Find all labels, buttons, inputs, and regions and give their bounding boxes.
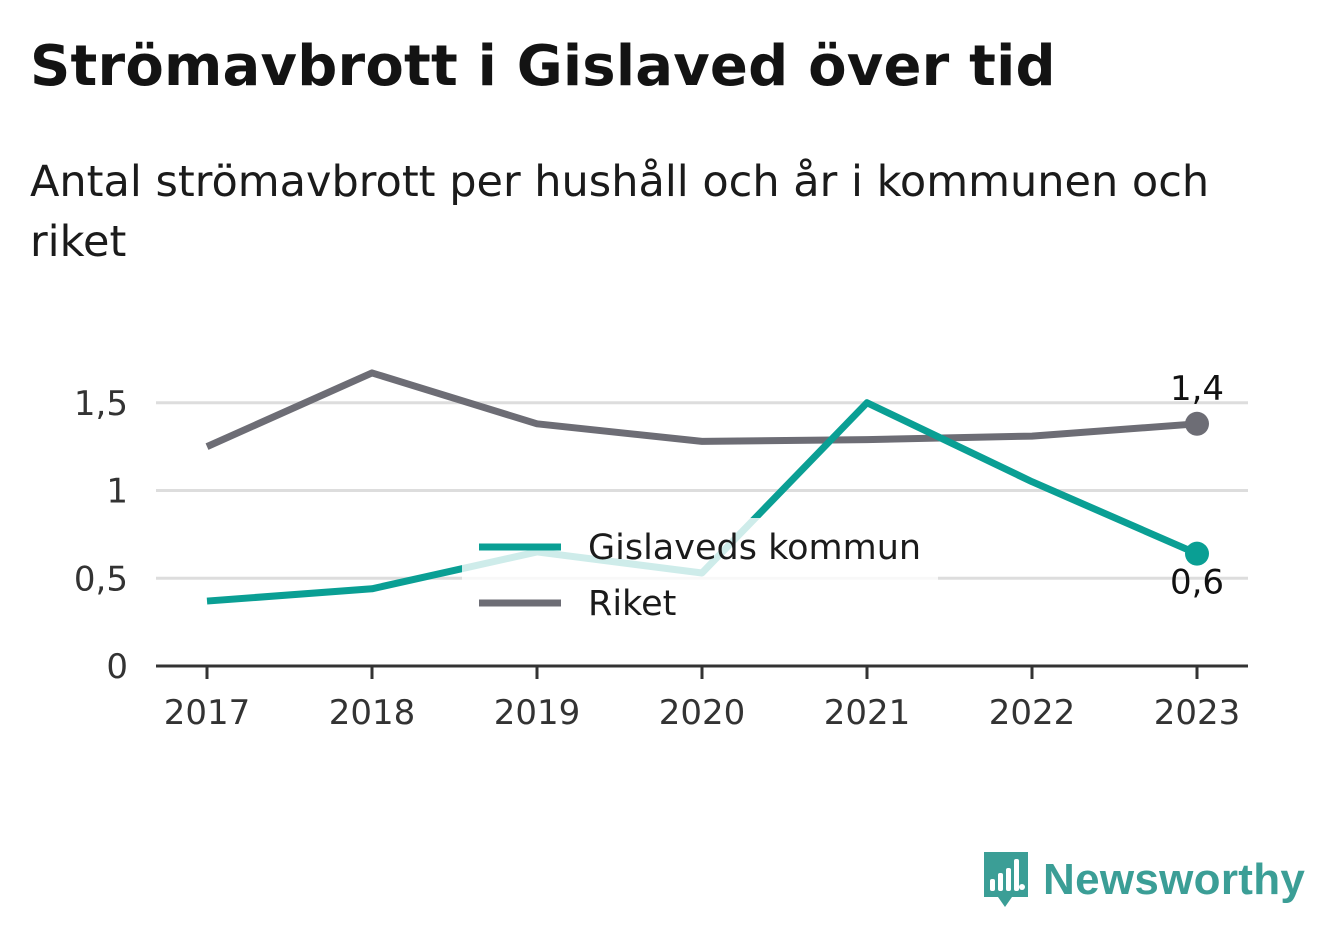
x-tick-label: 2018: [329, 693, 416, 733]
chart-title: Strömavbrott i Gislaved över tid: [30, 34, 1056, 99]
y-tick-label: 1: [106, 472, 128, 512]
end-value-label: 0,6: [1170, 563, 1224, 603]
y-tick-label: 0,5: [74, 559, 128, 599]
x-tick-label: 2019: [494, 693, 581, 733]
axes: 0 0,5 1 1,5 2017 2018 2019 2020 2021 2022 2023: [74, 384, 1248, 733]
chart-subtitle: Antal strömavbrott per hushåll och år i …: [30, 157, 1210, 267]
x-tick-label: 2020: [659, 693, 746, 733]
x-tick-label: 2023: [1154, 693, 1241, 733]
brand-name: Newsworthy: [1043, 855, 1306, 904]
legend-label-riket: Riket: [588, 584, 676, 624]
data-point-gislaveds-kommun: [1185, 541, 1209, 566]
legend-background: [462, 518, 938, 630]
newsworthy-logo[interactable]: Newsworthy: [981, 848, 1305, 912]
x-tick-label: 2022: [989, 693, 1076, 733]
end-value-label: 1,4: [1170, 369, 1224, 409]
end-labels: 0,6 1,4: [1170, 369, 1224, 603]
bar-chart-speech-bubble-icon: [984, 852, 1028, 907]
legend-label-gislaveds-kommun: Gislaveds kommun: [588, 528, 921, 568]
x-tick-label: 2017: [164, 693, 251, 733]
x-tick-label: 2021: [824, 693, 911, 733]
y-tick-label: 0: [106, 647, 128, 687]
series-line-riket: [205, 369, 1198, 450]
y-tick-label: 1,5: [74, 384, 128, 424]
data-point-riket: [1185, 411, 1209, 436]
legend: Gislaveds kommun Riket: [462, 518, 938, 630]
